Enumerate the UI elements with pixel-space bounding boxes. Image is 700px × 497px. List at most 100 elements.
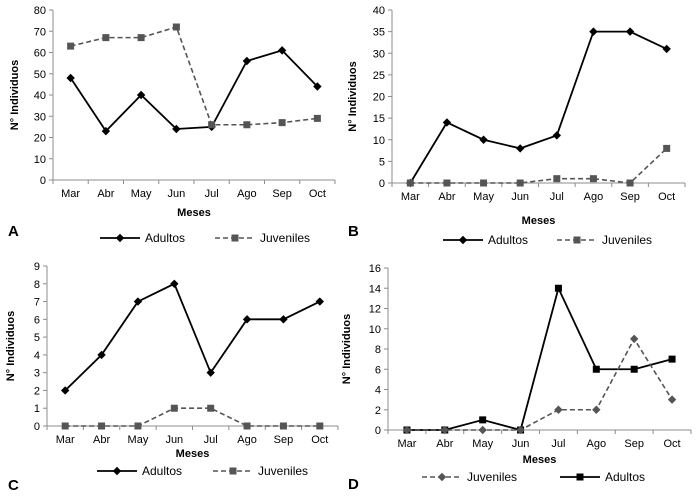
- y-tick-label: 0: [40, 175, 46, 187]
- x-tick-label: Jul: [550, 191, 564, 203]
- series-adultos: [66, 46, 322, 136]
- y-tick-label: 3: [34, 368, 40, 380]
- data-point: [515, 144, 525, 153]
- panel-letter: C: [8, 477, 19, 494]
- legend: Adultos Juveniles: [443, 233, 652, 247]
- series-line: [406, 285, 673, 432]
- x-tick-label: Abr: [438, 191, 455, 203]
- x-tick-label: May: [128, 434, 149, 446]
- y-tick-label: 16: [369, 263, 381, 275]
- legend: Adultos Juveniles: [100, 231, 310, 245]
- data-point: [589, 175, 597, 183]
- data-point: [630, 365, 638, 373]
- x-tick-label: Jul: [205, 188, 219, 200]
- series-juveniles: [67, 23, 321, 129]
- legend-marker: [112, 466, 122, 476]
- x-tick-label: Oct: [309, 188, 326, 200]
- data-point: [206, 368, 215, 377]
- y-axis-title: N° Individuos: [347, 61, 359, 131]
- legend-label: Juveniles: [602, 233, 652, 247]
- y-tick-label: 35: [373, 27, 385, 39]
- x-tick-label: Oct: [658, 191, 675, 203]
- x-tick-label: Ago: [584, 191, 604, 203]
- legend-label: Adultos: [488, 233, 528, 247]
- legend-marker: [576, 473, 584, 481]
- y-axis-title: N° Individuos: [5, 311, 17, 381]
- y-tick-label: 20: [34, 133, 46, 145]
- x-tick-label: Oct: [664, 438, 681, 450]
- chart-panel-b: 0 5 10 15 20 25 30 35 40 Mar Abr May Jun Jul Ago Sep Oct…: [347, 5, 686, 247]
- x-tick-label: Ago: [237, 188, 257, 200]
- y-tick-label: 80: [34, 5, 46, 17]
- y-tick-label: 5: [379, 156, 385, 168]
- data-point: [278, 119, 286, 127]
- data-point: [243, 121, 251, 129]
- series-line: [410, 147, 668, 184]
- y-tick-label: 2: [375, 405, 381, 417]
- y-tick-label: 70: [34, 26, 46, 38]
- x-tick-label: Sep: [272, 188, 292, 200]
- data-point: [279, 315, 288, 324]
- series-line: [70, 26, 318, 126]
- x-tick-label: Ago: [587, 438, 607, 450]
- x-tick-label: Mar: [56, 434, 75, 446]
- data-point: [478, 425, 487, 435]
- data-point: [626, 179, 634, 187]
- series-line: [69, 49, 319, 133]
- data-point: [316, 422, 324, 430]
- y-tick-label: 1: [34, 403, 40, 415]
- x-axis-title: Meses: [176, 448, 210, 460]
- y-tick-label: 14: [369, 283, 381, 295]
- data-point: [589, 27, 598, 36]
- x-tick-label: Jun: [511, 191, 529, 203]
- x-tick-label: Jun: [512, 438, 530, 450]
- y-tick-label: 6: [375, 364, 381, 376]
- y-axis-title: N° Individuos: [341, 314, 353, 384]
- x-axis-title: Meses: [522, 215, 556, 227]
- data-point: [662, 44, 671, 54]
- y-tick-label: 0: [375, 425, 381, 437]
- y-tick-label: 0: [34, 421, 40, 433]
- y-tick-label: 30: [34, 111, 46, 123]
- data-point: [663, 144, 671, 152]
- y-tick-label: 15: [373, 113, 385, 125]
- y-tick-label: 50: [34, 69, 46, 81]
- panel-letter: D: [348, 476, 359, 493]
- chart-panel-a: 0 10 20 30 40 50 60 70 80 Mar Abr May Jun Jul Ago Sep Oc…: [8, 5, 336, 245]
- data-point: [97, 350, 106, 360]
- data-point: [60, 386, 70, 395]
- series-line: [406, 337, 673, 431]
- data-point: [133, 297, 143, 306]
- x-tick-label: Oct: [311, 434, 328, 446]
- data-point: [667, 395, 677, 404]
- series-line: [409, 30, 668, 184]
- data-point: [66, 73, 75, 83]
- panel-letter: B: [348, 223, 359, 240]
- y-axis-title: N° Individuos: [9, 60, 21, 130]
- x-axis-title: Meses: [177, 207, 211, 219]
- x-tick-label: Abr: [436, 438, 453, 450]
- data-point: [61, 422, 69, 430]
- data-point: [402, 425, 412, 435]
- data-point: [516, 425, 525, 435]
- data-point: [315, 297, 325, 306]
- chart-panel-c: 0 1 2 3 4 5 6 7 8 9 Mar Abr May Jun Jul Ago Sep Oct Meses N…: [5, 261, 339, 494]
- y-tick-label: 9: [34, 261, 40, 273]
- legend-marker: [573, 236, 581, 244]
- y-tick-label: 12: [369, 304, 381, 316]
- data-point: [592, 365, 600, 373]
- y-tick-label: 6: [34, 314, 40, 326]
- legend-label: Adultos: [145, 231, 185, 245]
- x-tick-label: Mar: [401, 191, 420, 203]
- x-tick-label: Abr: [97, 188, 114, 200]
- y-tick-label: 4: [375, 385, 381, 397]
- y-tick-label: 10: [369, 324, 381, 336]
- y-tick-label: 8: [375, 344, 381, 356]
- legend: Juveniles Adultos: [422, 470, 645, 484]
- data-point: [101, 126, 111, 136]
- y-tick-label: 4: [34, 350, 40, 362]
- legend-label: Juveniles: [260, 231, 310, 245]
- x-tick-label: Sep: [274, 434, 294, 446]
- legend: Adultos Juveniles: [97, 464, 308, 478]
- data-point: [102, 34, 110, 42]
